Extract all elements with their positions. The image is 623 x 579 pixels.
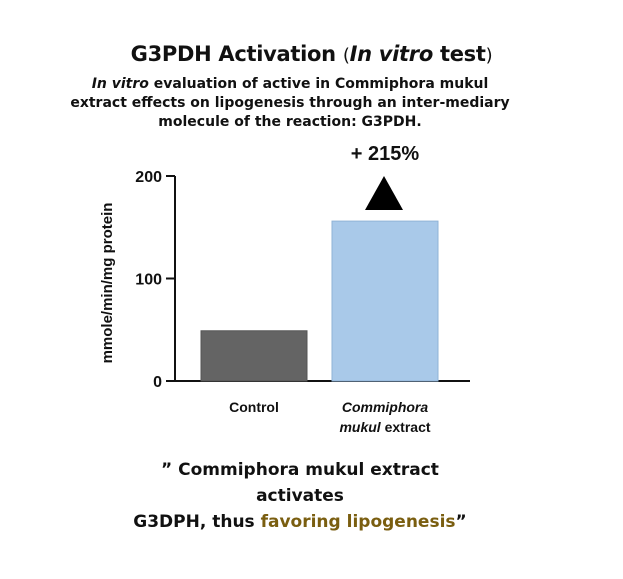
quote-close: ” (455, 512, 467, 532)
title-test: test (439, 42, 486, 66)
quote-highlight: favoring lipogenesis (260, 512, 456, 532)
annotation-label: + 215% (351, 143, 420, 165)
x-tick-label: mukul extract (339, 419, 430, 435)
title-main: G3PDH Activation (130, 42, 336, 66)
y-axis-label: mmole/min/mg protein (99, 203, 116, 364)
title-paren-close: ) (485, 45, 493, 66)
y-tick-label: 200 (135, 169, 162, 186)
bar-commiphora (331, 220, 439, 382)
quote-line-3-prefix: G3DPH, thus (133, 512, 261, 532)
y-tick-label: 0 (153, 374, 162, 391)
quote-line-3: G3DPH, thus favoring lipogenesis” (100, 509, 500, 535)
title-italic: In vitro (349, 42, 434, 66)
x-tick-label: Commiphora (342, 399, 429, 415)
up-triangle-icon (365, 176, 403, 210)
quote-line-1: ” Commiphora mukul extract (161, 460, 439, 480)
chart-title: G3PDH Activation (In vitro test) (0, 42, 623, 66)
quote-line-2: activates (256, 486, 344, 506)
title-paren-open: ( (342, 45, 350, 66)
x-tick-label: Control (229, 399, 279, 415)
bar-control (200, 330, 308, 382)
subtitle-rest: evaluation of active in Commiphora mukul… (70, 76, 510, 130)
subtitle-italic: In vitro (91, 76, 149, 92)
y-tick-label: 100 (135, 272, 162, 289)
chart-subtitle: In vitro evaluation of active in Commiph… (70, 75, 510, 132)
conclusion-quote: ” Commiphora mukul extract activates G3D… (100, 457, 500, 535)
